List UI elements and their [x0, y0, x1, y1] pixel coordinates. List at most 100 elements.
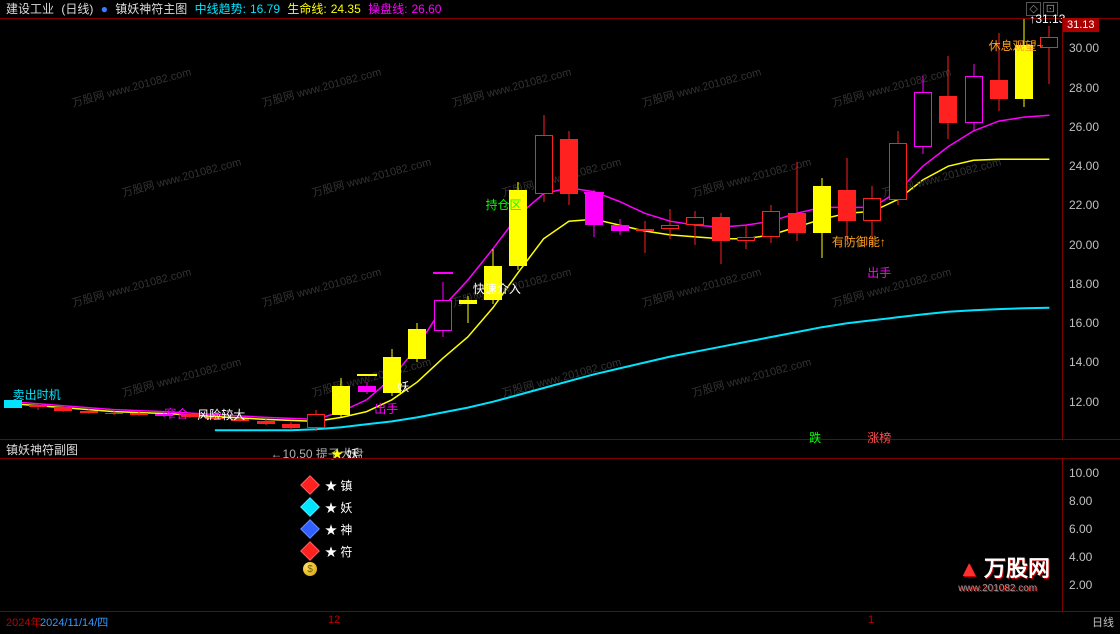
chart-annotation: 有防御能↑ — [832, 233, 886, 250]
sub-marker: 镇 — [310, 474, 352, 496]
candle — [80, 408, 98, 415]
chart-annotation: 卖出时机 — [13, 386, 61, 403]
candle — [1015, 19, 1033, 107]
y-tick: 8.00 — [1069, 494, 1092, 508]
watermark: 万股网 www.201082.com — [120, 153, 243, 200]
candle — [965, 64, 983, 131]
candle — [332, 378, 350, 417]
y-tick: 4.00 — [1069, 550, 1092, 564]
candle — [434, 282, 452, 337]
candle — [130, 411, 148, 417]
period-label: 日线 — [1092, 614, 1114, 630]
period: (日线) — [61, 2, 93, 16]
candle — [358, 382, 376, 394]
watermark: 万股网 www.201082.com — [120, 353, 243, 400]
last-price-label: ↑31.13 — [1029, 12, 1065, 26]
coin-icon: $ — [303, 562, 317, 576]
main-chart[interactable]: ↑31.13 万股网 www.201082.com万股网 www.201082.… — [0, 18, 1062, 440]
chart-title: 镇妖神符主图 — [115, 2, 187, 16]
chart-annotation: 妖 — [382, 378, 409, 395]
up-arrow-icon: ▲ — [958, 556, 980, 582]
indicator-lines — [0, 19, 1062, 441]
chart-annotation: 涨榜 — [867, 429, 891, 446]
dash-mark — [357, 374, 377, 376]
month-tick: 12 — [328, 614, 340, 626]
main-y-axis: 31.13 12.00 14.00 16.00 18.00 20.00 22.00 24.0… — [1062, 18, 1120, 440]
y-tick: 16.00 — [1069, 316, 1099, 330]
watermark: 万股网 www.201082.com — [70, 63, 193, 110]
chart-annotation: 窄合 — [164, 405, 188, 422]
candle — [762, 205, 780, 242]
candle — [282, 422, 300, 430]
watermark: 万股网 www.201082.com — [450, 63, 573, 110]
watermark: 万股网 www.201082.com — [260, 263, 383, 310]
chart-annotation: 持仓区 — [485, 196, 521, 213]
candle — [54, 405, 72, 412]
y-tick: 20.00 — [1069, 238, 1099, 252]
ind3-value: 26.60 — [411, 2, 441, 16]
watermark: 万股网 www.201082.com — [830, 263, 953, 310]
candle — [939, 56, 957, 138]
y-tick: 18.00 — [1069, 277, 1099, 291]
logo-text: 万股网 — [984, 556, 1050, 581]
y-tick: 22.00 — [1069, 198, 1099, 212]
chart-annotation: 跌 — [809, 429, 821, 446]
chart-annotation: 风险较大 — [197, 406, 245, 423]
y-tick: 24.00 — [1069, 159, 1099, 173]
watermark: 万股网 www.201082.com — [690, 353, 813, 400]
candle — [889, 131, 907, 206]
watermark: 万股网 www.201082.com — [830, 63, 953, 110]
time-axis: 2024年 2024/11/14/四 日线 12 1 — [0, 614, 1120, 632]
sub-y-axis: 2.004.006.008.0010.00 — [1062, 458, 1120, 612]
candle — [105, 410, 123, 416]
ind2-value: 24.35 — [331, 2, 361, 16]
candle — [712, 213, 730, 264]
y-tick: 26.00 — [1069, 120, 1099, 134]
watermark: 万股网 www.201082.com — [640, 63, 763, 110]
y-tick: 2.00 — [1069, 578, 1092, 592]
month-tick: 1 — [868, 614, 874, 626]
candle — [661, 209, 679, 238]
candle — [408, 323, 426, 362]
watermark: 万股网 www.201082.com — [310, 153, 433, 200]
candle — [307, 410, 325, 432]
chart-annotation: 出手 — [867, 264, 891, 281]
candle — [838, 158, 856, 240]
sub-chart[interactable]: 镇妖神符$ — [0, 458, 1062, 612]
candle — [813, 178, 831, 258]
chart-header: 建设工业 (日线) ● 镇妖神符主图 中线趋势:16.79 生命线:24.35 … — [0, 0, 445, 18]
candle — [686, 211, 704, 244]
sub-signal-markers: 镇妖神符$ — [310, 474, 352, 576]
current-price-tag: 31.13 — [1063, 18, 1099, 32]
dash-mark — [433, 272, 453, 274]
candle — [611, 219, 629, 235]
candle — [257, 419, 275, 425]
y-tick: 14.00 — [1069, 355, 1099, 369]
candle — [788, 162, 806, 241]
chart-annotation: 出手 — [374, 400, 398, 417]
chart-annotation: 快速介入 — [473, 280, 521, 297]
sub-marker: 符 — [310, 540, 352, 562]
dash-mark — [584, 192, 604, 194]
watermark: 万股网 www.201082.com — [70, 263, 193, 310]
ind1-value: 16.79 — [250, 2, 280, 16]
y-tick: 30.00 — [1069, 41, 1099, 55]
sub-chart-title: 镇妖神符副图 — [6, 442, 78, 458]
y-tick: 12.00 — [1069, 395, 1099, 409]
candle — [585, 190, 603, 237]
y-tick: 6.00 — [1069, 522, 1092, 536]
sub-marker: 神 — [310, 518, 352, 540]
year-label: 2024年 — [6, 614, 41, 630]
candle — [459, 296, 477, 323]
candle — [737, 225, 755, 249]
ind2-label: 生命线: — [287, 2, 326, 16]
candle — [29, 403, 47, 410]
watermark: 万股网 www.201082.com — [500, 353, 623, 400]
candle — [1040, 26, 1058, 84]
candle — [914, 76, 932, 155]
ind1-label: 中线趋势: — [195, 2, 246, 16]
stock-name: 建设工业 — [6, 2, 54, 16]
y-tick: 28.00 — [1069, 81, 1099, 95]
date-label: 2024/11/14/四 — [40, 614, 108, 630]
watermark: 万股网 www.201082.com — [640, 263, 763, 310]
